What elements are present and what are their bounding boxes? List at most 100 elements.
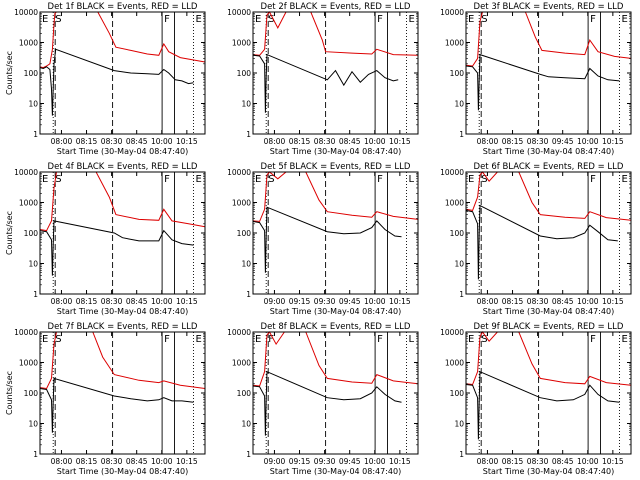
panel-title: Det 1f BLACK = Events, RED = LLD — [48, 2, 198, 12]
events-series-line — [465, 370, 620, 440]
marker-label: F — [164, 174, 170, 185]
y-tick-label: 10000 — [14, 8, 38, 17]
x-tick-label: 08:30 — [527, 137, 549, 146]
x-tick-label: 09:45 — [339, 457, 361, 466]
marker-label: F — [268, 334, 274, 345]
x-tick-label: 08:15 — [289, 137, 311, 146]
marker-label: E — [255, 334, 261, 345]
marker-label: E — [255, 174, 261, 185]
y-tick-label: 1 — [459, 450, 464, 459]
y-axis-label: Counts/sec — [5, 51, 14, 95]
x-tick-label: 10:00 — [364, 297, 386, 306]
events-series-line — [39, 377, 194, 433]
marker-label: S — [55, 334, 61, 345]
x-tick-label: 08:30 — [101, 297, 123, 306]
marker-label: F — [377, 334, 383, 345]
x-tick-label: 10:00 — [151, 137, 173, 146]
x-tick-label: 09:00 — [264, 457, 286, 466]
marker-label: S — [268, 14, 274, 25]
x-tick-label: 10:15 — [176, 137, 198, 146]
marker-label: E — [195, 174, 201, 185]
x-tick-label: 08:00 — [51, 457, 73, 466]
events-series-line — [39, 220, 194, 276]
panel-title: Det 3f BLACK = Events, RED = LLD — [474, 2, 624, 12]
marker-label: E — [195, 334, 201, 345]
lld-series-line — [39, 11, 206, 69]
y-tick-label: 10 — [28, 420, 38, 429]
x-tick-label: 10:00 — [577, 137, 599, 146]
marker-label: F — [377, 174, 383, 185]
y-tick-label: 10 — [241, 100, 251, 109]
x-tick-label: 10:00 — [577, 457, 599, 466]
marker-label: E — [42, 174, 48, 185]
events-series-line — [252, 206, 402, 273]
y-tick-label: 1000 — [232, 39, 251, 48]
marker-label: E — [468, 14, 474, 25]
x-tick-label: 08:45 — [126, 297, 148, 306]
panel-title: Det 7f BLACK = Events, RED = LLD — [48, 322, 198, 332]
y-tick-label: 100 — [24, 229, 39, 238]
y-tick-label: 1000 — [232, 359, 251, 368]
x-axis-label: Start Time (30-May-04 08:47:40) — [57, 467, 188, 476]
x-tick-label: 10:00 — [151, 457, 173, 466]
x-tick-label: 08:00 — [477, 137, 499, 146]
panel-title: Det 9f BLACK = Events, RED = LLD — [474, 322, 624, 332]
y-tick-label: 10 — [454, 100, 464, 109]
x-tick-label: 08:30 — [101, 137, 123, 146]
marker-label: S — [481, 334, 487, 345]
marker-label: F — [590, 14, 596, 25]
y-tick-label: 10 — [241, 260, 251, 269]
marker-label: F — [164, 334, 170, 345]
panel-title: Det 4f BLACK = Events, RED = LLD — [48, 162, 198, 172]
x-tick-label: 08:30 — [527, 457, 549, 466]
x-axis-label: Start Time (30-May-04 08:47:40) — [483, 307, 614, 316]
y-tick-label: 100 — [24, 389, 39, 398]
panel-title: Det 6f BLACK = Events, RED = LLD — [474, 162, 624, 172]
marker-label: E — [255, 14, 261, 25]
marker-label: F — [590, 174, 596, 185]
panel-title: Det 2f BLACK = Events, RED = LLD — [261, 2, 411, 12]
y-axis-label: Counts/sec — [5, 371, 14, 415]
x-tick-label: 08:45 — [552, 297, 574, 306]
x-tick-label: 08:00 — [51, 297, 73, 306]
y-tick-label: 1 — [246, 290, 251, 299]
y-tick-label: 10000 — [227, 168, 251, 177]
lld-series-line — [39, 331, 206, 390]
marker-label: F — [164, 14, 170, 25]
x-tick-label: 09:45 — [552, 137, 574, 146]
marker-label: E — [621, 334, 627, 345]
marker-label: E — [42, 14, 48, 25]
y-tick-label: 10 — [241, 420, 251, 429]
events-series-line — [39, 48, 194, 116]
x-tick-label: 08:15 — [502, 297, 524, 306]
x-tick-label: 08:15 — [76, 297, 98, 306]
marker-label: E — [468, 334, 474, 345]
panel-title: Det 5f BLACK = Events, RED = LLD — [261, 162, 411, 172]
x-tick-label: 10:00 — [364, 457, 386, 466]
x-axis-label: Start Time (30-May-04 08:47:40) — [270, 147, 401, 156]
panel-title: Det 8f BLACK = Events, RED = LLD — [261, 322, 411, 332]
x-tick-label: 10:00 — [151, 297, 173, 306]
y-tick-label: 1 — [33, 130, 38, 139]
x-tick-label: 10:15 — [389, 457, 411, 466]
x-tick-label: 10:00 — [577, 297, 599, 306]
x-tick-label: 08:45 — [552, 457, 574, 466]
y-tick-label: 10000 — [440, 8, 464, 17]
y-tick-label: 100 — [24, 69, 39, 78]
y-tick-label: 1000 — [445, 199, 464, 208]
events-series-line — [465, 53, 620, 111]
y-tick-label: 100 — [237, 389, 252, 398]
y-tick-label: 10000 — [227, 8, 251, 17]
x-tick-label: 09:45 — [339, 297, 361, 306]
x-tick-label: 09:30 — [314, 457, 336, 466]
y-tick-label: 10000 — [14, 168, 38, 177]
x-tick-label: 09:00 — [264, 297, 286, 306]
x-tick-label: 09:30 — [314, 297, 336, 306]
y-tick-label: 1000 — [232, 199, 251, 208]
x-tick-label: 08:00 — [477, 457, 499, 466]
x-tick-label: 08:15 — [76, 137, 98, 146]
